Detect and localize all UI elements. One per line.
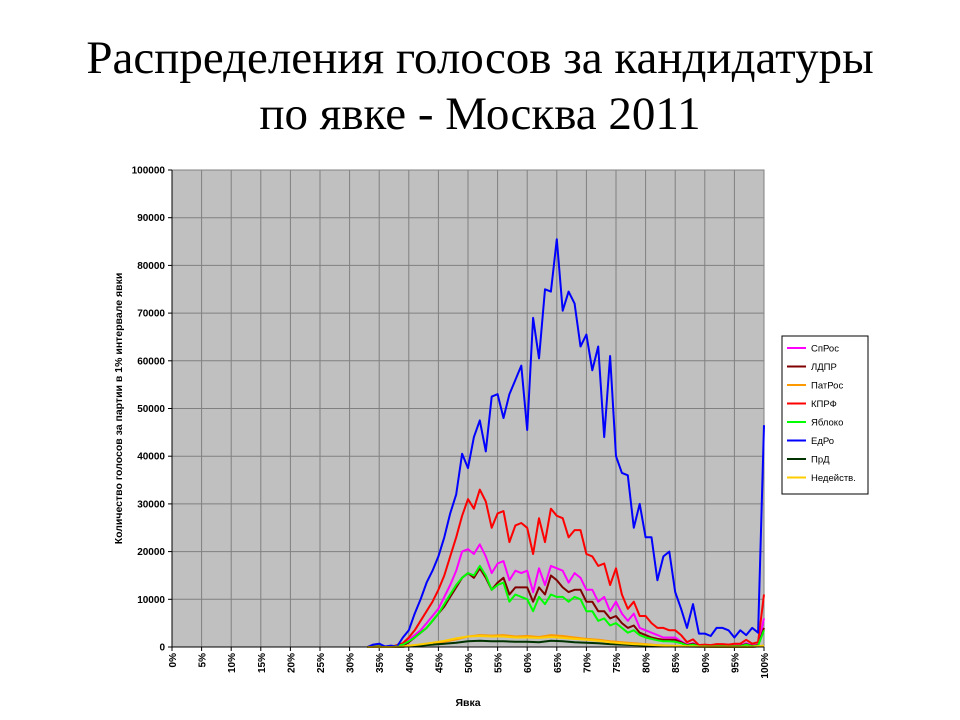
- legend: СпРос ЛДПР ПатРос КПРФ Яблоко ЕдРо ПрД Недейств…: [781, 335, 869, 495]
- y-tick-label: 60000: [137, 356, 165, 367]
- x-tick-label: 80%: [642, 653, 653, 673]
- legend-label: Яблоко: [811, 418, 843, 429]
- x-tick-label: 70%: [582, 653, 593, 673]
- x-tick-label: 35%: [375, 653, 386, 673]
- y-tick-label: 0: [159, 643, 165, 654]
- y-tick-label: 20000: [137, 547, 165, 558]
- legend-label: ЕдРо: [811, 436, 834, 447]
- y-tick-label: 50000: [137, 404, 165, 415]
- series-line-3: [367, 488, 765, 648]
- legend-label: КПРФ: [811, 399, 837, 410]
- legend-label: ПрД: [811, 455, 830, 466]
- legend-label: ЛДПР: [811, 362, 837, 373]
- y-tick-label: 30000: [137, 499, 165, 510]
- legend-label: ПатРос: [811, 381, 843, 392]
- y-tick-label: 10000: [137, 595, 165, 606]
- x-tick-label: 85%: [671, 653, 682, 673]
- y-tick-label: 40000: [137, 452, 165, 463]
- y-axis-title: Количество голосов за партии в 1% интерв…: [113, 273, 125, 545]
- legend-label: Недейств.: [811, 473, 856, 484]
- slide-title-line-1: Распределения голосов за кандидатуры: [86, 32, 874, 84]
- x-tick-label: 30%: [346, 653, 357, 673]
- gridlines: [171, 169, 765, 648]
- x-axis-title: Явка: [455, 697, 480, 709]
- x-tick-label: 20%: [286, 653, 297, 673]
- x-tick-label: 60%: [523, 653, 534, 673]
- x-tick-label: 100%: [760, 653, 771, 679]
- x-tick-label: 0%: [168, 653, 179, 668]
- y-tick-label: 90000: [137, 213, 165, 224]
- x-tick-label: 45%: [434, 653, 445, 673]
- x-axis-ticks: 0% 5% 10% 15% 20% 25% 30% 35% 40% 45% 50% 55% 60% 65%…: [168, 647, 771, 679]
- y-axis-ticks: 0 10000 20000 30000 40000 50000 60000 70000 8000…: [132, 166, 172, 654]
- x-tick-label: 95%: [730, 653, 741, 673]
- series-line-5: [367, 238, 765, 648]
- x-tick-label: 55%: [494, 653, 505, 673]
- x-tick-label: 40%: [405, 653, 416, 673]
- y-tick-label: 70000: [137, 309, 165, 320]
- x-tick-label: 15%: [257, 653, 268, 673]
- y-tick-label: 80000: [137, 261, 165, 272]
- y-tick-label: 100000: [132, 166, 166, 177]
- slide-title-line-2: по явке - Москва 2011: [259, 88, 701, 140]
- legend-box: [781, 335, 869, 495]
- x-tick-label: 10%: [227, 653, 238, 673]
- slide-title: Распределения голосов за кандидатуры по …: [0, 30, 960, 142]
- legend-label: СпРос: [811, 344, 839, 355]
- x-tick-label: 65%: [553, 653, 564, 673]
- x-tick-label: 90%: [701, 653, 712, 673]
- x-tick-label: 50%: [464, 653, 475, 673]
- x-tick-label: 75%: [612, 653, 623, 673]
- x-tick-label: 25%: [316, 653, 327, 673]
- x-tick-label: 5%: [198, 653, 209, 668]
